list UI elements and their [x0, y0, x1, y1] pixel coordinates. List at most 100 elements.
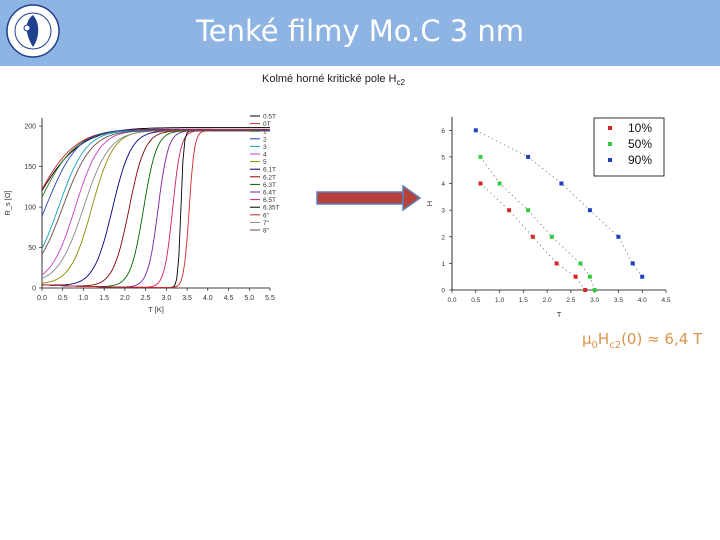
y-tick-label: 1 [441, 261, 445, 268]
x-tick-label: 2.5 [141, 295, 151, 302]
data-point [526, 154, 531, 159]
legend-label: 4 [263, 152, 267, 159]
data-point [559, 181, 564, 186]
x-axis-label: T [K] [148, 305, 164, 314]
legend-label: 6.2T [263, 174, 276, 181]
data-point [526, 208, 531, 213]
x-tick-label: 3.5 [614, 297, 623, 304]
series-line [41, 128, 271, 190]
legend-label: 6.5T [263, 197, 276, 204]
data-point [478, 154, 483, 159]
x-tick-label: 0.0 [37, 295, 47, 302]
series-line [41, 130, 270, 286]
data-point [507, 208, 512, 213]
data-point [583, 288, 588, 292]
series-line [41, 130, 270, 287]
x-tick-label: 4.5 [224, 295, 234, 302]
resistance-chart: 0.0 0.5 1.0 1.5 2.0 2.5 3.0 3.5 4.0 4.5 5.0 5.5 0 50 1… [3, 114, 280, 315]
series-line [41, 130, 270, 255]
legend-label: 3 [263, 144, 267, 151]
chart-subtitle: Kolmé horné kritické pole Hc2 [262, 73, 405, 88]
x-tick-label: 0.5 [58, 295, 68, 302]
data-point [630, 261, 635, 266]
legend-label: 2 [263, 136, 267, 143]
x-tick-label: 2.0 [543, 297, 552, 304]
y-axis-label: R_s [Ω] [3, 190, 12, 215]
x-tick-label: 1.0 [495, 297, 504, 304]
legend-box [593, 117, 665, 177]
legend-label: 6" [263, 212, 270, 219]
x-axis-label: T [557, 310, 562, 319]
y-tick-label: 6 [441, 128, 445, 135]
series-line [41, 130, 270, 288]
x-tick-label: 2.5 [566, 297, 575, 304]
y-tick-label: 4 [441, 181, 445, 188]
legend-label: 6.4T [263, 190, 276, 197]
x-tick-label: 5.5 [265, 295, 275, 302]
x-tick-label: 0.0 [447, 297, 456, 304]
data-point [616, 234, 621, 239]
data-point [473, 128, 478, 133]
data-point [640, 274, 645, 279]
y-tick-label: 50 [28, 245, 36, 252]
x-tick-label: 5.0 [244, 295, 254, 302]
data-point [587, 274, 592, 279]
y-tick-label: 0 [32, 286, 36, 293]
page-title: Tenké filmy Mo.C 3 nm [195, 14, 525, 48]
legend-label: 6.1T [263, 167, 276, 174]
x-tick-label: 4.5 [661, 297, 670, 304]
y-axis-label: H [425, 201, 434, 206]
x-tick-label: 3.0 [590, 297, 599, 304]
series-line [41, 130, 270, 284]
legend-label: 10% [628, 121, 652, 135]
legend-label: 5 [263, 159, 267, 166]
series-line [41, 127, 270, 191]
data-point [578, 261, 583, 266]
title-bar: Tenké filmy Mo.C 3 nm [0, 0, 720, 66]
series-line [41, 130, 270, 288]
legend-label: 8" [263, 228, 270, 235]
legend-swatch [608, 158, 612, 162]
series-line [41, 130, 270, 276]
y-tick-label: 100 [24, 205, 36, 212]
x-tick-label: 2.0 [120, 295, 130, 302]
series-line [41, 130, 270, 289]
legend-label: 6.35T [263, 205, 280, 212]
legend-label: 7" [263, 220, 270, 227]
data-point [530, 234, 535, 239]
y-tick-label: 3 [441, 208, 445, 215]
institute-logo-icon [6, 4, 60, 58]
data-point [497, 181, 502, 186]
trend-line [480, 156, 595, 291]
legend-label: 90% [628, 153, 652, 167]
x-tick-label: 3.5 [182, 295, 192, 302]
y-tick-label: 150 [24, 164, 36, 171]
data-point [592, 288, 597, 292]
data-point [554, 261, 559, 266]
x-tick-label: 1.5 [99, 295, 109, 302]
critical-field-chart: 0.0 0.5 1.0 1.5 2.0 2.5 3.0 3.5 4.0 4.50123456TH … [425, 117, 671, 319]
data-point [573, 274, 578, 279]
x-tick-label: 0.5 [471, 297, 480, 304]
critical-field-formula: μ0Hc2(0) ≈ 6,4 T [582, 330, 703, 351]
legend-label: 50% [628, 137, 652, 151]
trend-line [480, 183, 586, 291]
x-tick-label: 1.0 [79, 295, 89, 302]
legend-label: 1 [263, 129, 267, 136]
y-tick-label: 2 [441, 234, 445, 241]
series-line [41, 130, 270, 288]
y-tick-label: 5 [441, 154, 445, 161]
series-line [41, 129, 270, 217]
legend-label: 0T [263, 121, 271, 128]
legend-label: 0.5T [263, 114, 276, 121]
data-point [549, 234, 554, 239]
x-tick-label: 3.0 [161, 295, 171, 302]
x-tick-label: 4.0 [203, 295, 213, 302]
arrow-shape [316, 185, 422, 211]
y-tick-label: 200 [24, 124, 36, 131]
legend-swatch [608, 142, 612, 146]
legend-label: 6.3T [263, 182, 276, 189]
legend-swatch [608, 126, 612, 130]
series-line [41, 130, 270, 287]
x-tick-label: 1.5 [519, 297, 528, 304]
